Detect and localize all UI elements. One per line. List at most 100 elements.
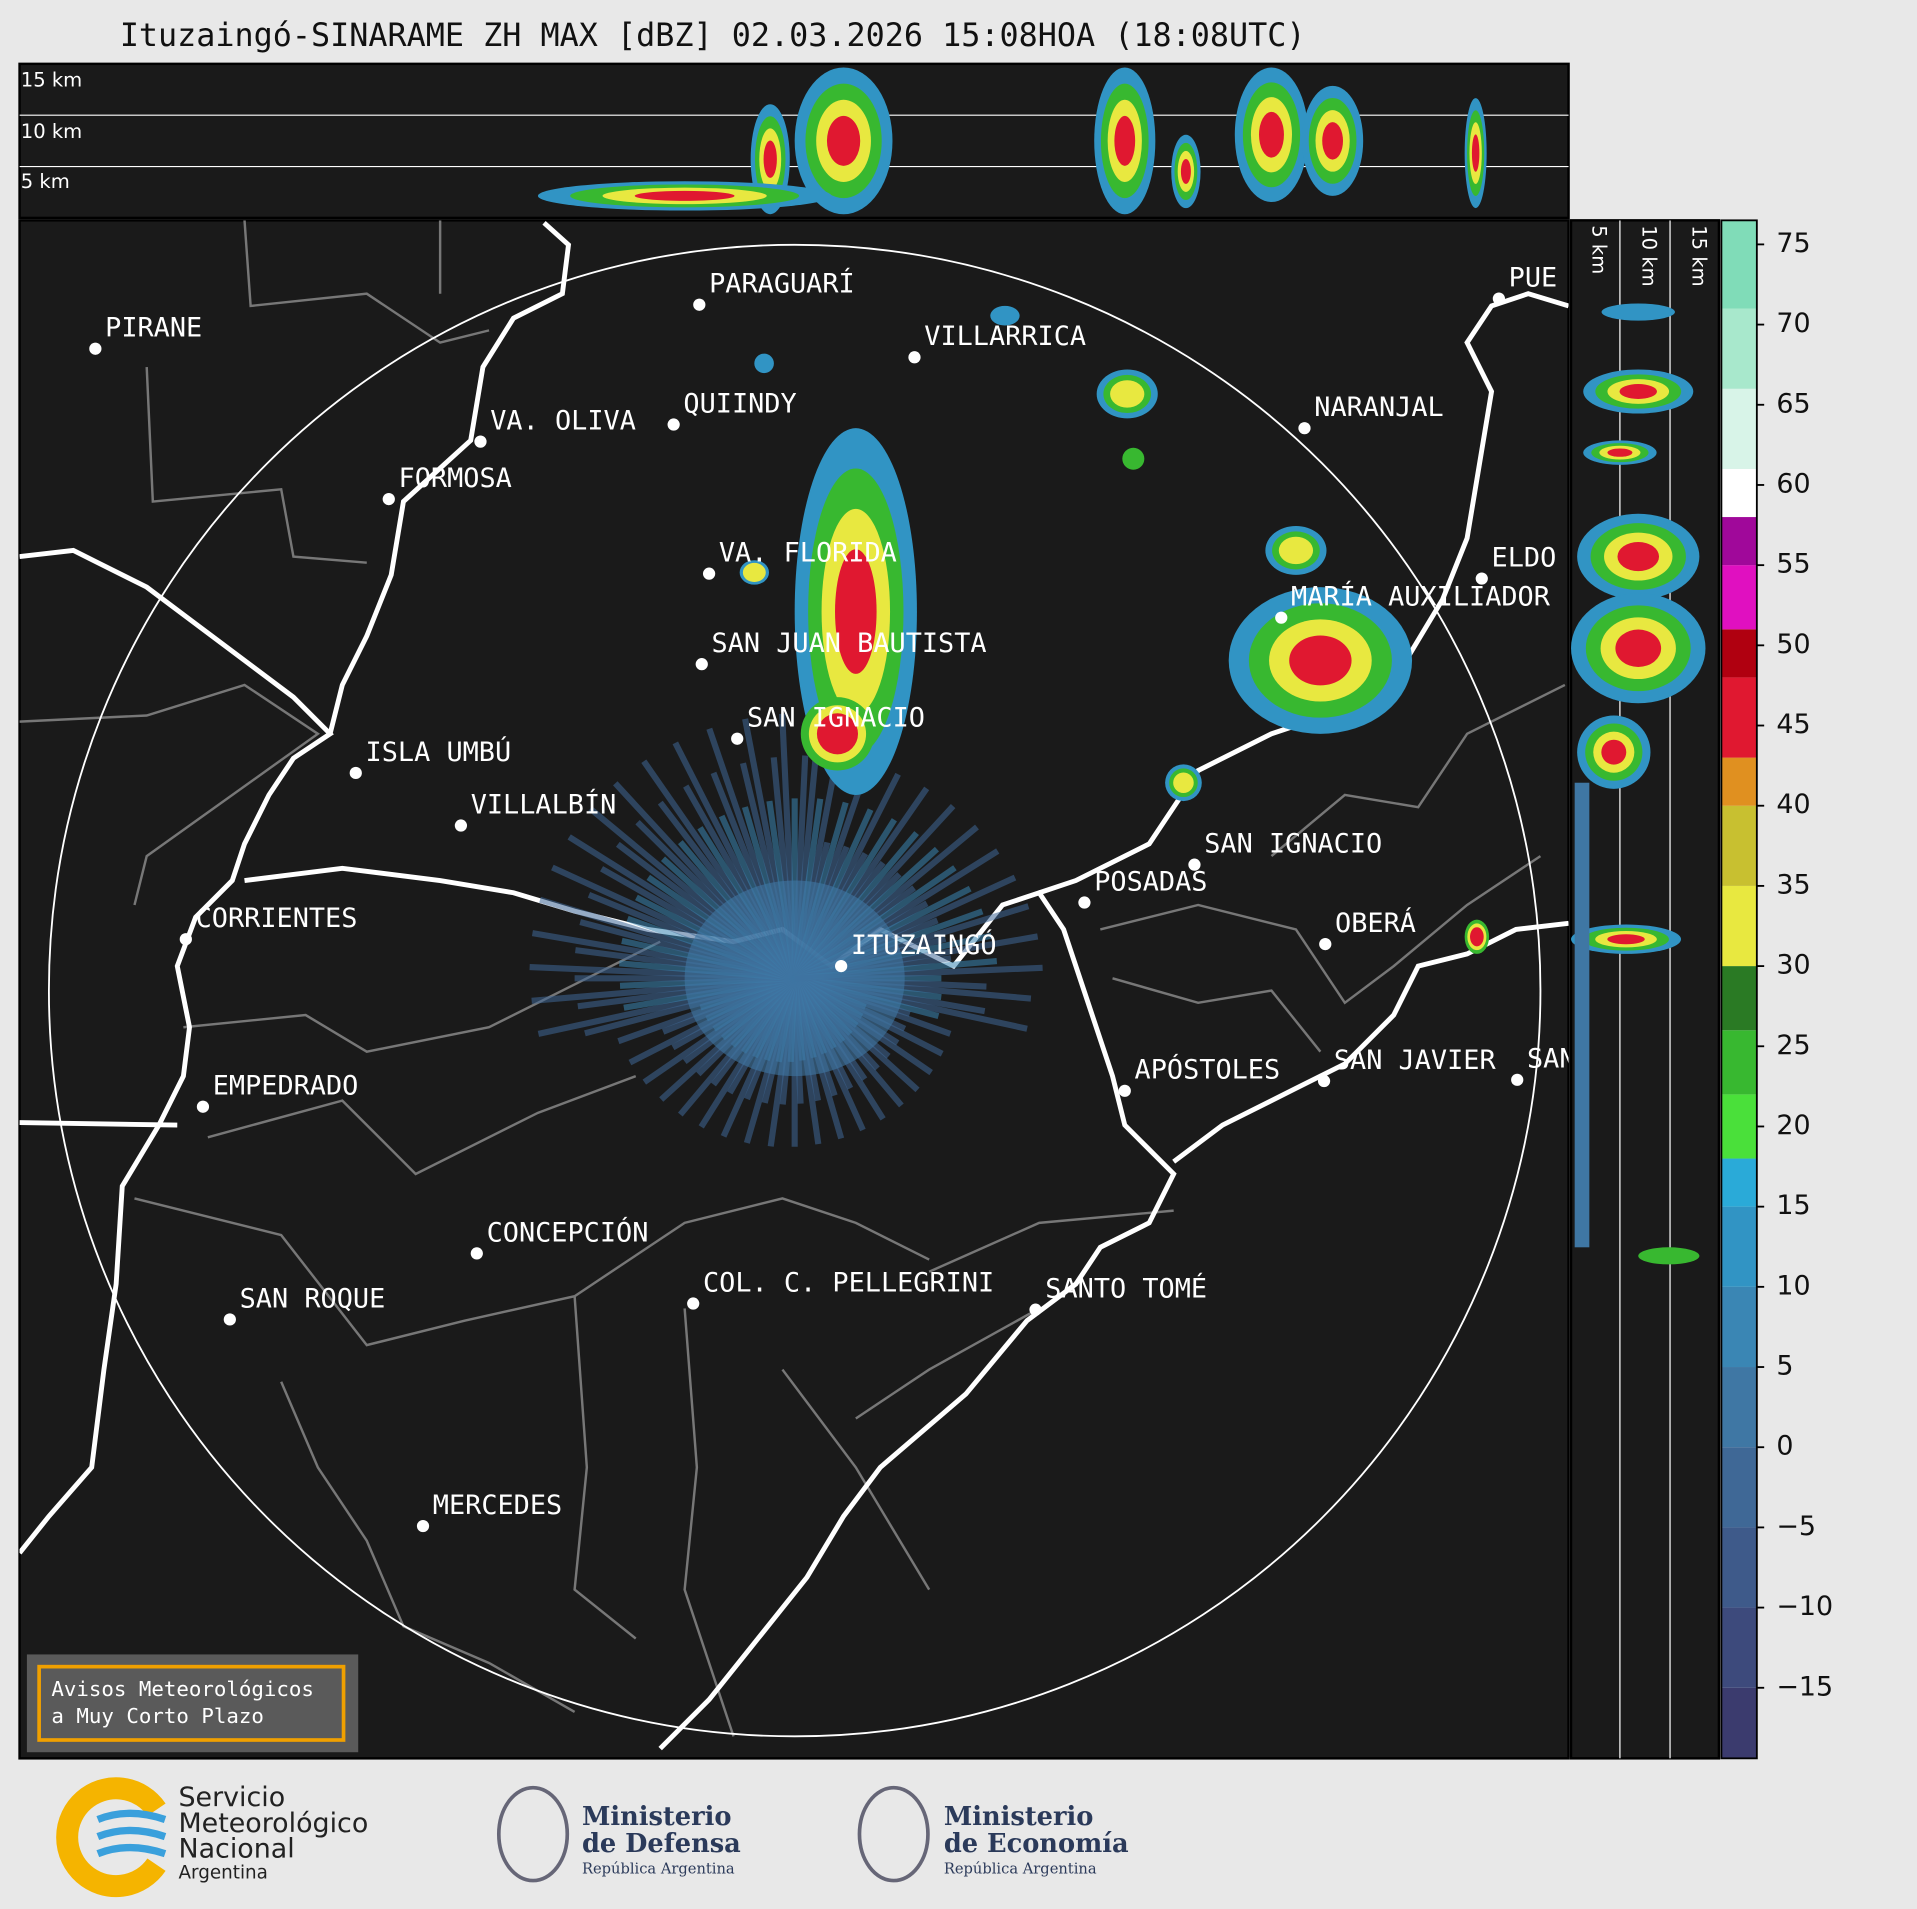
logo-text: Ministerio [582, 1802, 732, 1832]
city-dot [179, 933, 192, 946]
range-ring [47, 243, 1542, 1738]
notice-text: a Muy Corto Plazo [51, 1704, 264, 1728]
colorbar-band [1721, 220, 1757, 309]
profile-echo [1638, 1247, 1700, 1265]
city-label: OBERÁ [1335, 907, 1416, 939]
city-label: SAN ROQUE [240, 1283, 386, 1314]
logo-text: de Defensa [582, 1829, 741, 1859]
city-dot [474, 435, 487, 448]
city-label: VA. OLIVA [490, 406, 636, 437]
notice-box [26, 1654, 359, 1753]
profile-echo [1607, 448, 1633, 457]
city-label: SAN IGNACIO [747, 703, 925, 734]
colorbar-tick-label: 20 [1776, 1110, 1810, 1141]
colorbar-band [1721, 629, 1757, 678]
city-label: NARANJAL [1314, 392, 1443, 423]
colorbar-band [1721, 565, 1757, 630]
echo [1278, 536, 1314, 565]
ground-clutter [529, 713, 1043, 1147]
city-dot [908, 351, 921, 364]
top-profile [19, 67, 1569, 215]
echoes [739, 305, 1490, 954]
colorbar-band [1721, 1367, 1757, 1448]
notice-text: Avisos Meteorológicos [51, 1677, 314, 1701]
colorbar-band [1721, 757, 1757, 806]
profile-echo [1180, 158, 1191, 184]
logo-waves [96, 1809, 167, 1858]
city-label: ELDO [1492, 542, 1557, 573]
city-label: POSADAS [1094, 866, 1207, 897]
height-label: 10 km [1638, 225, 1661, 286]
colorbar-band [1721, 805, 1757, 886]
colorbar-tick-label: −10 [1776, 1591, 1833, 1622]
echo [1289, 635, 1352, 686]
city-label: MERCEDES [433, 1490, 562, 1521]
profile-echo [1259, 111, 1284, 158]
colorbar-band [1721, 1687, 1757, 1759]
colorbar-tick-label: −5 [1776, 1511, 1816, 1542]
profile-echo [634, 190, 735, 201]
profile-echo [1607, 934, 1645, 945]
logo-text: Ministerio [944, 1802, 1094, 1832]
city-label: PIRANE [105, 313, 202, 344]
colorbar-band [1721, 468, 1757, 518]
colorbar-tick-label: 50 [1776, 629, 1810, 660]
profile-echo [1322, 122, 1344, 160]
defensa-logo: Ministerio de Defensa República Argentin… [496, 1785, 741, 1883]
profile-echo [1574, 782, 1590, 1248]
city-label: APÓSTOLES [1135, 1054, 1281, 1086]
colorbar-tick-label: 70 [1776, 308, 1810, 339]
city-dot [454, 819, 468, 832]
city-dot [693, 298, 706, 311]
colorbar-tick-label: 15 [1776, 1190, 1810, 1221]
height-label: 15 km [1688, 225, 1711, 286]
city-dot [382, 492, 395, 506]
city-label: VILLARRICA [924, 321, 1086, 352]
city-dot [835, 960, 848, 973]
city-dot [196, 1100, 210, 1113]
colorbar-band [1721, 517, 1757, 566]
colorbar-tick-label: 55 [1776, 549, 1810, 580]
city-dot [1511, 1073, 1524, 1086]
borders [19, 220, 1566, 1737]
city-label: VA. FLORIDA [719, 538, 897, 569]
city-dot [1275, 611, 1288, 624]
profile-echo [1114, 115, 1136, 166]
city-dot [1319, 937, 1332, 951]
city-dot [1078, 896, 1091, 909]
colorbar-band [1721, 885, 1757, 967]
city-dot [687, 1297, 700, 1310]
colorbar-band [1721, 1527, 1757, 1608]
profile-echo [1601, 739, 1627, 765]
logo-text: de Economía [944, 1829, 1129, 1859]
colorbar-tick-label: 65 [1776, 388, 1810, 419]
echo [835, 549, 877, 674]
city-dot [89, 342, 102, 355]
profile-echo [763, 140, 777, 178]
colorbar-band [1721, 1094, 1757, 1159]
city-dot [1188, 858, 1201, 871]
city-dot [667, 418, 680, 431]
echo [1470, 927, 1484, 947]
colorbar-tick-label: 25 [1776, 1030, 1810, 1061]
city-dot [416, 1519, 430, 1533]
echo [816, 713, 859, 755]
colorbar-tick-label: −15 [1776, 1671, 1833, 1702]
city-label: CORRIENTES [196, 903, 358, 934]
city-dot [1475, 572, 1488, 585]
echo [754, 353, 774, 374]
logo-text: Argentina [178, 1862, 267, 1883]
logo-text: Meteorológico [178, 1808, 368, 1839]
city-dot [1298, 422, 1311, 435]
colorbar-tick-label: 0 [1776, 1431, 1793, 1462]
city-label: ISLA UMBÚ [366, 736, 512, 768]
clutter-core [684, 880, 905, 1077]
colorbar-tick-label: 40 [1776, 789, 1810, 820]
logo-text: República Argentina [582, 1861, 735, 1878]
city-label: CONCEPCIÓN [487, 1216, 649, 1248]
colorbar-tick-label: 5 [1776, 1351, 1793, 1382]
echo [1173, 772, 1194, 793]
city-dot [731, 732, 744, 745]
